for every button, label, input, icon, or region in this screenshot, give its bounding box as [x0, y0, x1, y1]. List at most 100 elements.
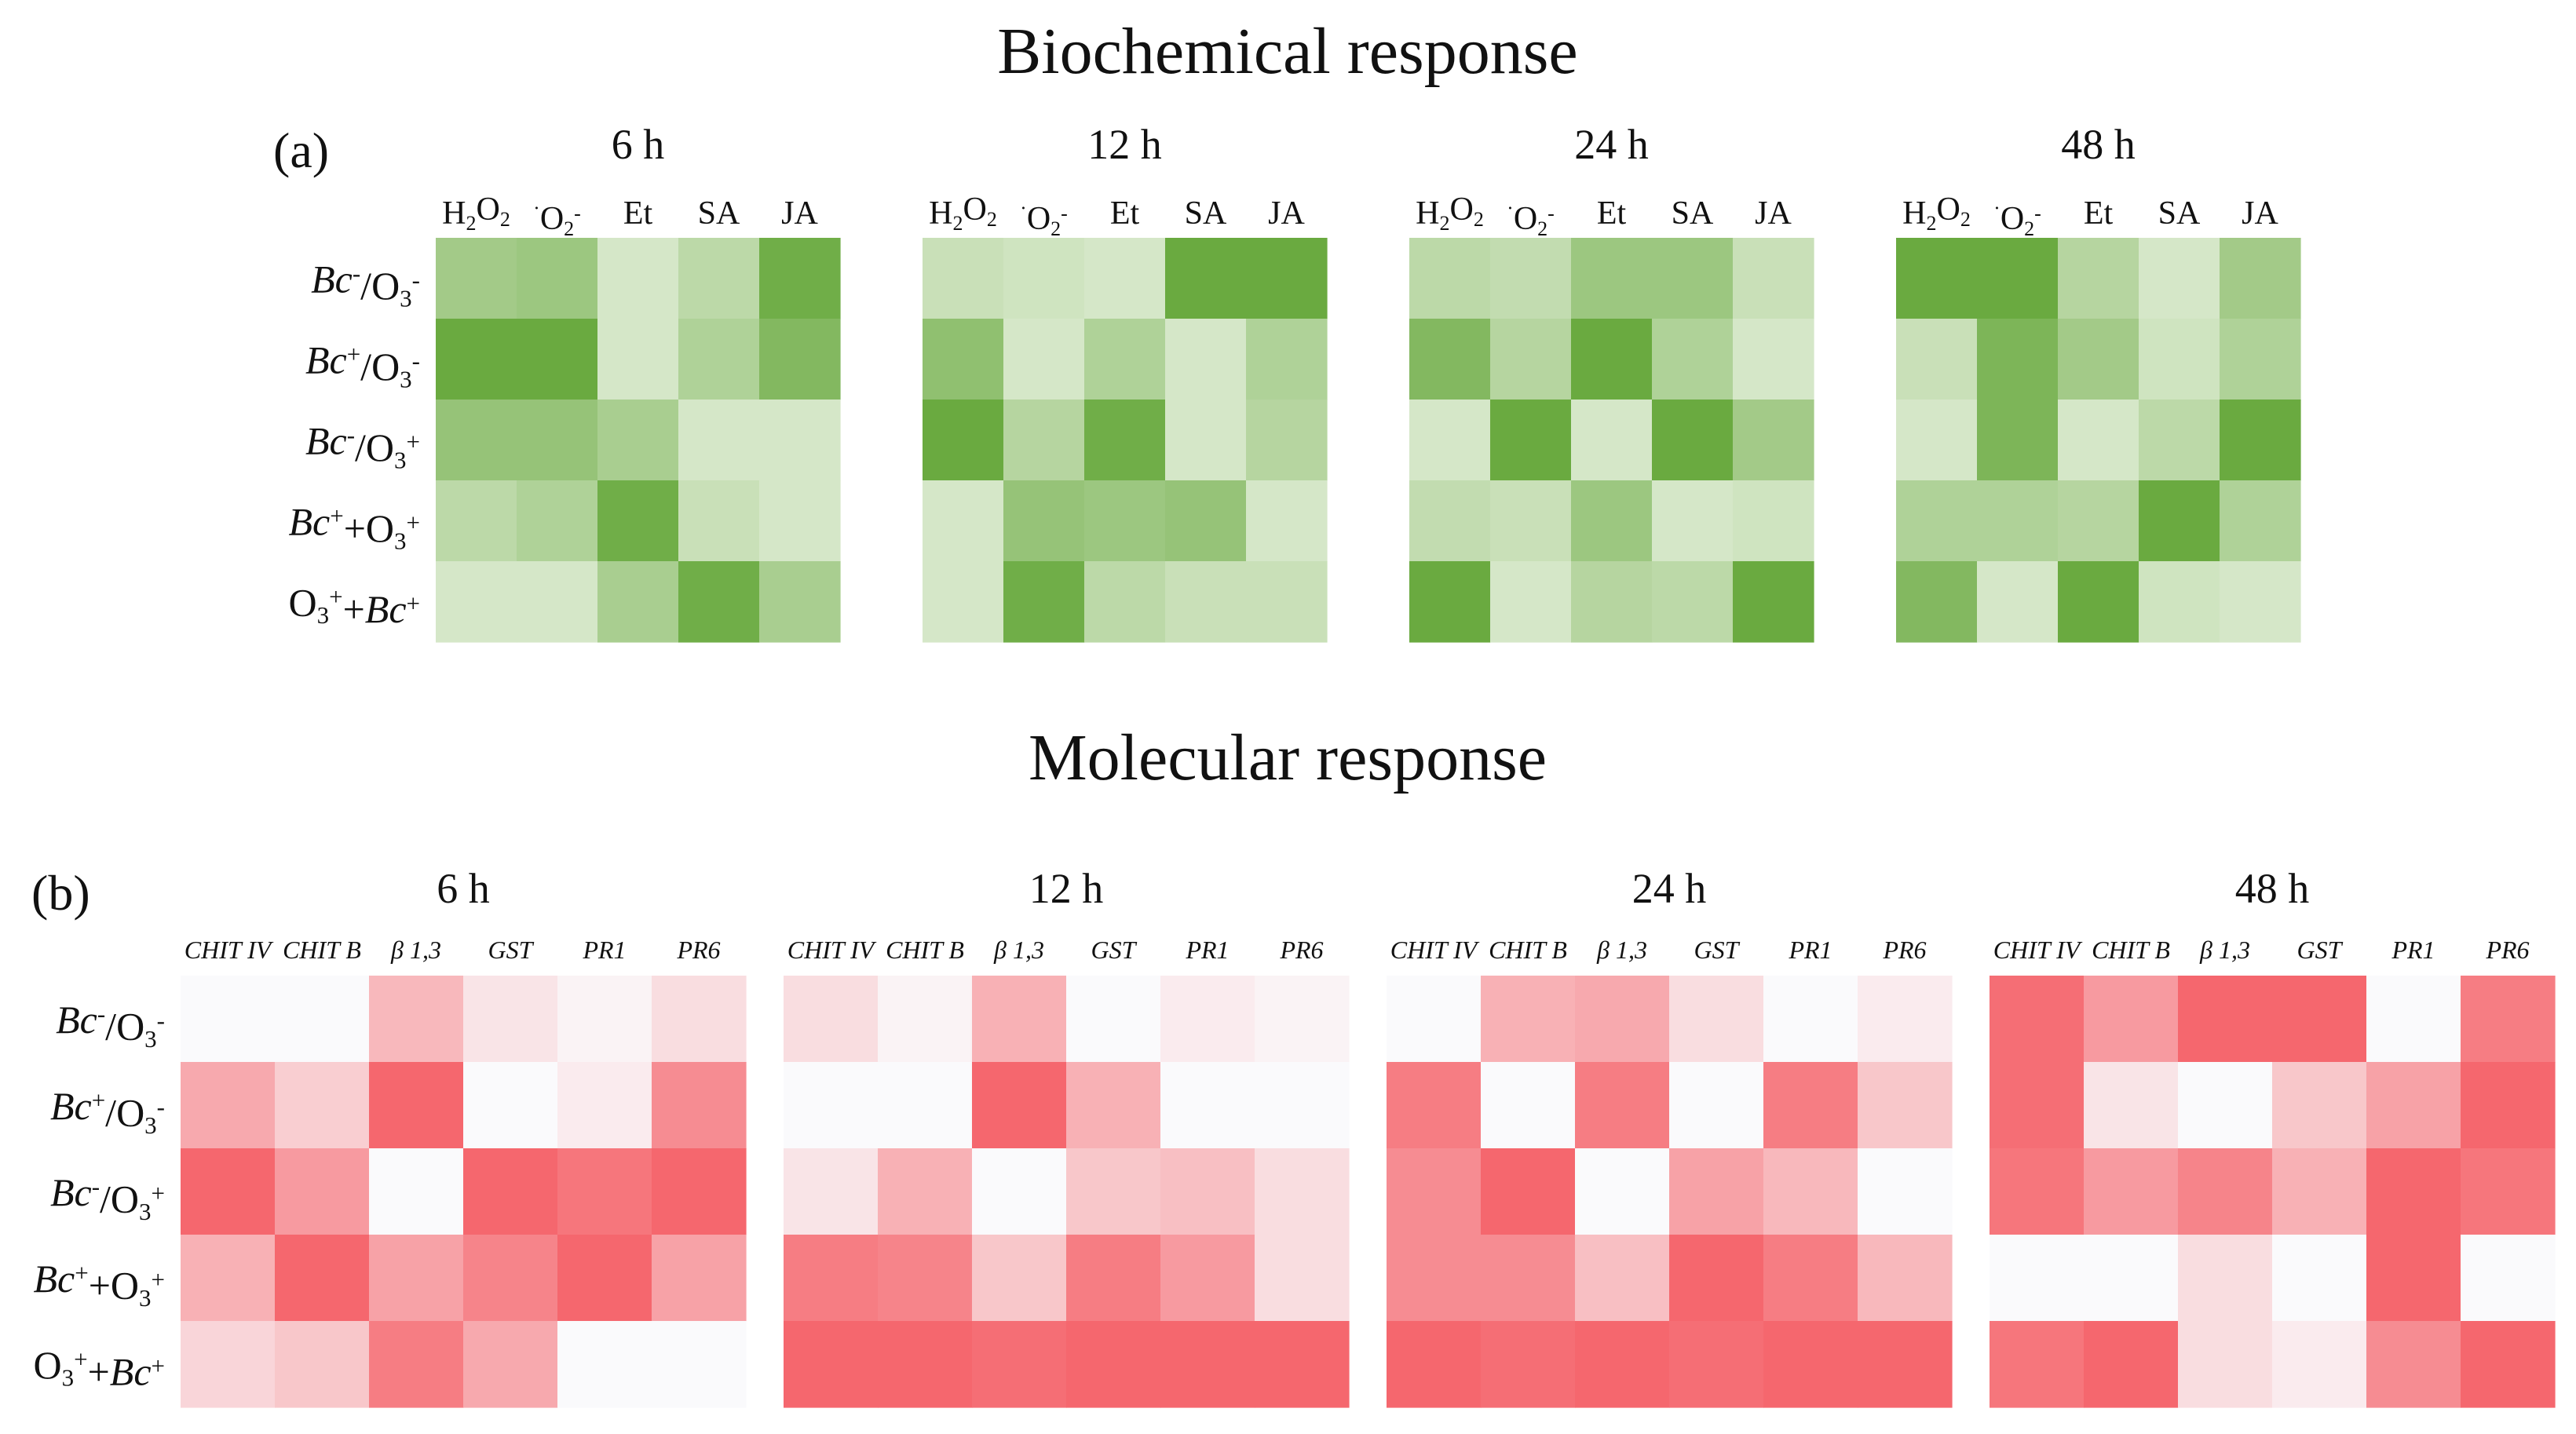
mol-cell	[2272, 1062, 2367, 1149]
mol-cell	[878, 1062, 973, 1149]
mol-cell	[2178, 1235, 2273, 1322]
label-part: -	[157, 1007, 165, 1034]
label-part: 3	[394, 446, 407, 473]
bio-time-label: 48 h	[2061, 121, 2136, 168]
mol-cell	[2461, 1235, 2556, 1322]
bio-cell	[517, 238, 598, 319]
label-part: Bc	[288, 500, 330, 544]
bio-cell	[1733, 400, 1814, 481]
bio-cell	[1977, 400, 2059, 481]
bio-row-label: O3++Bc+	[288, 581, 420, 632]
bio-cell	[1896, 400, 1978, 481]
mol-time-label: 6 h	[437, 865, 490, 912]
mol-cell	[972, 1321, 1067, 1408]
label-part: +	[152, 1352, 165, 1380]
label-part: O	[1514, 201, 1537, 237]
mol-cell	[2461, 1321, 2556, 1408]
mol-column-label: PR6	[1882, 936, 1926, 964]
label-part: /O	[355, 425, 394, 469]
bio-cell	[597, 480, 679, 562]
mol-cell	[1575, 1235, 1670, 1322]
mol-column-label: CHIT B	[2092, 936, 2170, 964]
mol-cell	[557, 1235, 652, 1322]
label-part: -	[1547, 202, 1555, 224]
bio-cell	[1003, 561, 1085, 643]
mol-cell	[2178, 1062, 2273, 1149]
mol-column-label: β 1,3	[1596, 936, 1647, 964]
mol-column-label: β 1,3	[993, 936, 1044, 964]
bio-cell	[436, 561, 517, 643]
mol-row-label: Bc-/O3+	[50, 1170, 165, 1225]
mol-cell	[1481, 976, 1576, 1063]
label-part: 3	[317, 601, 330, 629]
bio-cell	[1165, 319, 1247, 400]
bio-cell	[436, 400, 517, 481]
label-part: -	[412, 266, 420, 294]
label-part: O	[540, 201, 564, 237]
bio-cell	[1490, 238, 1572, 319]
label-part: Et	[2084, 195, 2114, 232]
bio-column-label: Et	[623, 195, 653, 232]
bio-cell	[1003, 480, 1085, 562]
mol-column-label: CHIT B	[283, 936, 361, 964]
mol-cell	[1255, 1062, 1350, 1149]
mol-cell	[1160, 1321, 1255, 1408]
bio-cell	[1571, 561, 1653, 643]
mol-cell	[557, 976, 652, 1063]
bio-cell	[517, 319, 598, 400]
label-part: /O	[100, 1177, 139, 1221]
label-part: ·	[533, 196, 540, 219]
label-part: /O	[360, 345, 400, 389]
label-part: H	[442, 195, 466, 232]
bio-cell	[1490, 561, 1572, 643]
mol-cell	[1066, 1062, 1161, 1149]
label-part: O	[1027, 201, 1050, 237]
bio-column-label: H2O2	[929, 192, 997, 235]
mol-cell	[463, 976, 558, 1063]
mol-cell	[463, 1321, 558, 1408]
bio-cell	[1246, 480, 1328, 562]
mol-cell	[369, 1148, 464, 1235]
mol-cell	[2272, 1321, 2367, 1408]
bio-cell	[2058, 400, 2139, 481]
label-part: ·	[1507, 196, 1514, 219]
mol-column-label: PR6	[2485, 936, 2529, 964]
bio-cell	[1084, 480, 1166, 562]
mol-cell	[275, 1235, 370, 1322]
label-part: +	[152, 1266, 165, 1294]
bio-cell	[759, 319, 841, 400]
mol-column-label: CHIT IV	[185, 936, 274, 964]
bio-cell	[1246, 561, 1328, 643]
mol-cell	[2084, 1235, 2179, 1322]
mol-column-label: CHIT B	[886, 936, 964, 964]
mol-cell	[652, 1235, 747, 1322]
bio-cell	[1977, 319, 2059, 400]
mol-cell	[2366, 976, 2461, 1063]
label-part: -	[353, 260, 360, 287]
mol-cell	[784, 1062, 879, 1149]
label-part: SA	[698, 195, 740, 232]
label-part: JA	[1268, 195, 1305, 232]
label-part: SA	[1185, 195, 1227, 232]
mol-cell	[369, 1235, 464, 1322]
label-part: 2	[564, 217, 574, 240]
bio-cell	[1246, 400, 1328, 481]
bio-time-label: 12 h	[1087, 121, 1162, 168]
mol-cell	[1858, 1235, 1953, 1322]
bio-cell	[1003, 238, 1085, 319]
mol-column-label: GST	[1694, 936, 1741, 964]
mol-heatmap-2: 12 h CHIT IV CHIT B β 1,3 GST PR1 PR6	[784, 865, 1350, 1408]
label-part: +	[329, 583, 342, 611]
mol-cell	[1481, 1321, 1576, 1408]
label-part: 2	[2024, 217, 2034, 240]
bio-cell	[678, 238, 760, 319]
mol-cell	[181, 1235, 276, 1322]
label-part: Et	[1597, 195, 1627, 232]
mol-column-label: CHIT IV	[1993, 936, 2083, 964]
bio-time-label: 6 h	[612, 121, 665, 168]
bio-cell	[2058, 561, 2139, 643]
label-part: +	[407, 589, 420, 617]
bio-cell	[1571, 238, 1653, 319]
label-part: -	[157, 1093, 165, 1121]
label-part: JA	[2242, 195, 2278, 232]
